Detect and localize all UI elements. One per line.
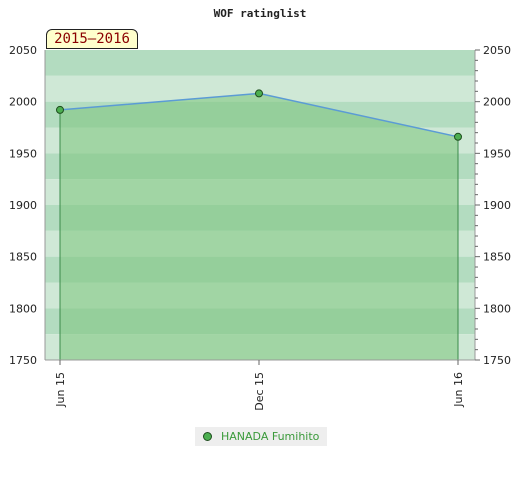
y-tick-label: 1950	[9, 147, 37, 160]
y-tick-label: 1750	[9, 354, 37, 367]
y-tick-label: 1850	[9, 251, 37, 264]
y-tick-label: 1900	[483, 199, 511, 212]
y-tick-label: 1800	[483, 302, 511, 315]
legend[interactable]: HANADA Fumihito	[195, 427, 327, 446]
y-tick-label: 2050	[483, 44, 511, 57]
rating-area-fill	[60, 93, 458, 361]
rating-point[interactable]	[255, 89, 263, 98]
chart-title: WOF ratinglist	[214, 7, 307, 20]
rating-markers	[56, 89, 462, 141]
period-label: 2015–2016	[46, 29, 138, 49]
y-tick-label: 2000	[9, 96, 37, 109]
x-axis: Jun 15 Dec 15 Jun 16	[45, 359, 475, 411]
legend-marker-icon	[203, 432, 212, 441]
y-tick-label: 2050	[9, 44, 37, 57]
legend-series-name: HANADA Fumihito	[221, 430, 320, 443]
y-axis-left: 1750 1800 1850 1900 1950 2000 2050	[9, 44, 46, 367]
background-band	[45, 50, 475, 76]
x-tick-label: Dec 15	[253, 372, 266, 411]
y-tick-label: 1750	[483, 354, 511, 367]
y-tick-label: 1850	[483, 251, 511, 264]
y-tick-label: 1950	[483, 147, 511, 160]
x-tick-label: Jun 16	[452, 372, 465, 408]
y-tick-label: 2000	[483, 96, 511, 109]
rating-area	[59, 92, 459, 361]
y-axis-right: 1750 1800 1850 1900 1950 2000 2050	[474, 44, 511, 367]
y-tick-label: 1900	[9, 199, 37, 212]
rating-point[interactable]	[56, 105, 64, 114]
y-tick-label: 1800	[9, 302, 37, 315]
x-tick-label: Jun 15	[54, 372, 67, 408]
rating-point[interactable]	[454, 132, 462, 141]
